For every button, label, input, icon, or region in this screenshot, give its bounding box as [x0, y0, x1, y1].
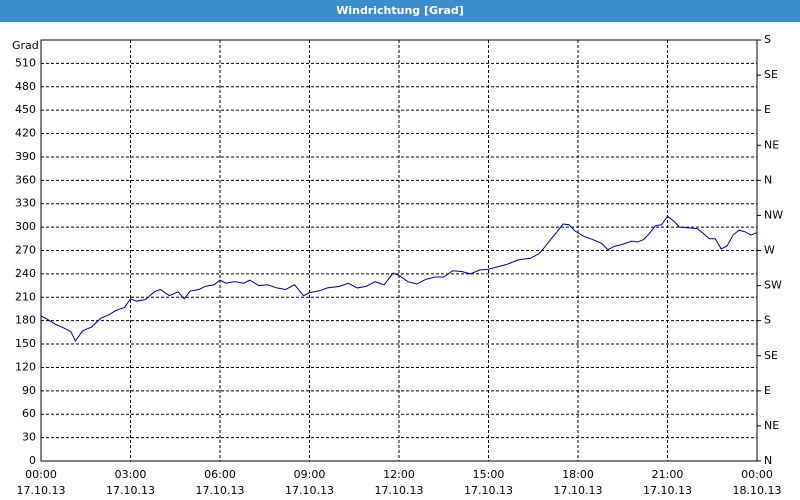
y2-tick-label: E [764, 103, 771, 116]
plot-frame [40, 39, 758, 462]
chart-title: Windrichtung [Grad] [336, 4, 464, 17]
x-tick-label: 15:00 [473, 468, 505, 481]
x-tick-label: 03:00 [115, 468, 147, 481]
y2-tick-label: W [764, 244, 775, 257]
y-tick-label: 330 [15, 197, 36, 210]
y-tick-label: 480 [15, 80, 36, 93]
y-tick-label: 270 [15, 244, 36, 257]
x-tick-date: 17.10.13 [643, 484, 692, 497]
x-tick-date: 17.10.13 [464, 484, 513, 497]
x-tick-date: 17.10.13 [106, 484, 155, 497]
x-tick-label: 09:00 [294, 468, 326, 481]
x-tick-date: 17.10.13 [196, 484, 245, 497]
x-tick-date: 18.10.13 [733, 484, 782, 497]
x-tick-label: 00:00 [25, 468, 57, 481]
data-line [40, 215, 758, 342]
y2-tick-label: S [764, 33, 771, 46]
y-tick-label: 180 [15, 314, 36, 327]
y2-tick-label: N [764, 173, 772, 186]
y2-tick-label: N [764, 454, 772, 467]
y2-tick-label: NE [764, 138, 779, 151]
y-axis-label: Grad [12, 39, 39, 52]
y2-tick-label: E [764, 384, 771, 397]
x-tick-date: 17.10.13 [285, 484, 334, 497]
y-tick-label: 360 [15, 173, 36, 186]
x-tick-label: 12:00 [383, 468, 415, 481]
y-tick-label: 210 [15, 290, 36, 303]
y2-tick-label: SE [764, 349, 778, 362]
x-tick-date: 17.10.13 [554, 484, 603, 497]
y-tick-label: 450 [15, 103, 36, 116]
y2-tick-label: S [764, 314, 771, 327]
y-tick-label: 150 [15, 337, 36, 350]
y-tick-label: 90 [22, 384, 36, 397]
x-tick-label: 21:00 [652, 468, 684, 481]
y-tick-label: 60 [22, 407, 36, 420]
title-bar [0, 0, 800, 22]
x-tick-date: 17.10.13 [375, 484, 424, 497]
y-tick-label: 300 [15, 220, 36, 233]
y-tick-label: 240 [15, 267, 36, 280]
y-tick-label: 120 [15, 360, 36, 373]
x-tick-label: 00:00 [741, 468, 773, 481]
y-tick-label: 420 [15, 127, 36, 140]
y-tick-label: 390 [15, 150, 36, 163]
y-tick-label: 510 [15, 56, 36, 69]
x-tick-date: 17.10.13 [17, 484, 66, 497]
y2-tick-label: SE [764, 68, 778, 81]
y2-tick-label: NE [764, 419, 779, 432]
y-tick-label: 30 [22, 431, 36, 444]
x-tick-label: 06:00 [204, 468, 236, 481]
y-tick-label: 0 [29, 454, 36, 467]
y2-tick-label: NW [764, 208, 783, 221]
y2-tick-label: SW [764, 279, 782, 292]
x-tick-label: 18:00 [562, 468, 594, 481]
